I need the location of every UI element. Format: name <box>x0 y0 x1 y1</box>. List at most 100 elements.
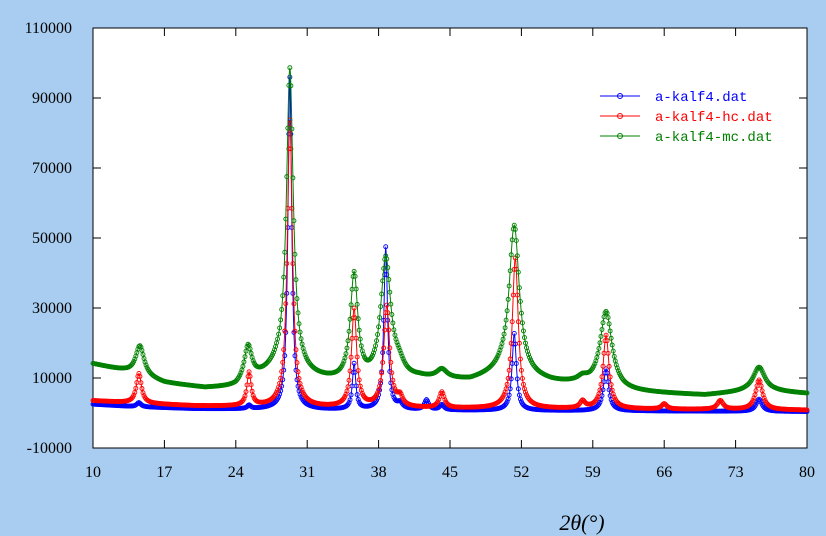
y-tick-label: -10000 <box>27 440 72 457</box>
data-point <box>599 327 605 332</box>
data-point <box>377 383 383 389</box>
data-point <box>503 317 509 323</box>
data-point <box>241 359 247 365</box>
data-point <box>290 175 296 181</box>
data-point <box>603 332 609 338</box>
data-point <box>386 327 392 333</box>
data-point <box>298 336 304 342</box>
data-point <box>288 146 294 152</box>
data-point <box>504 399 510 405</box>
data-point <box>343 351 349 357</box>
data-point <box>245 403 251 408</box>
data-point <box>278 317 284 323</box>
data-point <box>597 340 603 346</box>
data-point <box>345 338 351 344</box>
data-point <box>505 296 511 302</box>
data-point <box>350 274 356 279</box>
data-point <box>760 370 766 376</box>
series-a-kalf4-mc-dat <box>90 65 810 397</box>
data-point <box>503 386 509 392</box>
data-point <box>398 391 404 397</box>
legend-marker <box>617 133 623 139</box>
data-point <box>296 321 302 327</box>
data-point <box>506 392 512 398</box>
legend: a-kalf4.dat a-kalf4-hc.dat a-kalf4-mc.dat <box>600 90 773 146</box>
data-point <box>597 387 603 393</box>
data-point <box>383 244 389 250</box>
data-point <box>518 310 524 316</box>
data-point <box>346 377 352 383</box>
data-point <box>441 394 447 400</box>
data-point <box>347 368 353 374</box>
data-point <box>133 385 139 391</box>
data-point <box>138 344 144 350</box>
data-point <box>286 82 292 88</box>
data-point <box>346 328 352 334</box>
data-point <box>391 327 397 333</box>
data-point <box>271 349 276 355</box>
data-point <box>284 174 290 180</box>
data-point <box>348 302 354 308</box>
data-point <box>501 331 507 337</box>
data-point <box>299 387 305 393</box>
data-point <box>237 372 243 378</box>
data-point <box>279 369 285 374</box>
data-point <box>504 308 510 314</box>
legend-label: a-kalf4-hc.dat <box>655 110 773 126</box>
data-point <box>614 365 620 371</box>
data-point <box>604 310 610 316</box>
data-point <box>591 363 597 369</box>
data-point <box>511 330 517 336</box>
data-point <box>343 391 349 397</box>
data-point <box>291 329 297 335</box>
data-point <box>276 331 282 337</box>
data-point <box>344 388 350 394</box>
data-point <box>380 359 386 365</box>
data-point <box>281 347 287 353</box>
data-point <box>243 389 249 395</box>
data-point <box>761 395 767 401</box>
data-point <box>143 362 149 368</box>
data-point <box>596 345 602 351</box>
data-point <box>378 304 384 309</box>
data-point <box>357 336 363 342</box>
data-point <box>140 390 146 396</box>
data-point <box>397 348 403 353</box>
data-point <box>610 391 616 397</box>
data-point <box>297 329 303 335</box>
data-point <box>399 393 405 399</box>
data-point <box>605 315 611 320</box>
plot-area <box>92 27 808 449</box>
x-tick-label: 80 <box>799 464 815 481</box>
data-point <box>356 377 362 383</box>
legend-marker <box>617 93 623 99</box>
x-tick-label: 17 <box>156 464 172 481</box>
data-point <box>508 252 514 258</box>
axis-ticks <box>92 27 808 449</box>
data-point <box>277 325 283 331</box>
data-point <box>238 370 244 376</box>
data-point <box>299 341 305 347</box>
data-point <box>292 328 298 334</box>
data-point <box>131 392 137 398</box>
data-point <box>608 382 614 388</box>
data-point <box>272 347 278 353</box>
data-point <box>804 407 810 413</box>
data-point <box>495 353 501 358</box>
data-point <box>760 392 766 398</box>
data-point <box>512 226 518 232</box>
data-point <box>609 342 615 348</box>
data-point <box>136 344 142 349</box>
data-point <box>282 353 288 359</box>
data-point <box>353 286 359 292</box>
data-point <box>400 356 406 362</box>
data-point <box>280 359 286 365</box>
data-point <box>595 350 601 356</box>
data-point <box>604 338 610 344</box>
data-point <box>508 376 514 382</box>
data-point <box>286 146 292 152</box>
data-point <box>753 388 759 394</box>
data-point <box>293 347 299 353</box>
data-point <box>245 374 251 379</box>
